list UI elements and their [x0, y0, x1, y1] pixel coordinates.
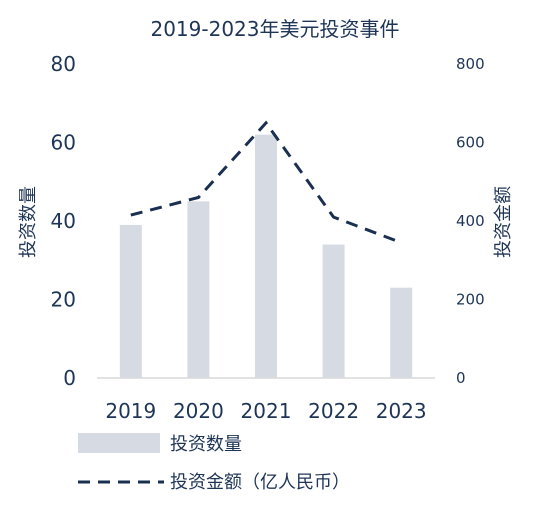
category-label: 2020: [173, 399, 224, 423]
left-tick-label: 80: [51, 52, 76, 76]
bar: [255, 134, 277, 378]
bar: [187, 201, 210, 378]
bar-series: [119, 134, 413, 378]
left-tick-label: 20: [51, 288, 76, 312]
category-labels: 2019 2020 2021 2022 2023: [105, 399, 426, 423]
line-series: [130, 120, 402, 245]
legend-line-label: 投资金额（亿人民币）: [170, 472, 350, 493]
bar: [119, 224, 142, 378]
right-tick-label: 400: [456, 212, 485, 230]
series-line: [130, 120, 402, 245]
left-axis-title: 投资数量: [18, 186, 39, 258]
legend-bar-label: 投资数量: [170, 434, 242, 455]
right-tick-label: 600: [456, 134, 485, 152]
right-axis-title: 投资金额: [493, 186, 514, 258]
right-tick-label: 800: [456, 55, 485, 73]
left-tick-label: 0: [63, 366, 76, 390]
category-label: 2019: [105, 399, 156, 423]
category-label: 2022: [308, 399, 359, 423]
left-tick-label: 40: [51, 209, 76, 233]
bar: [322, 244, 345, 378]
category-label: 2023: [376, 399, 427, 423]
chart-title: 2019-2023年美元投资事件: [150, 17, 399, 41]
right-tick-label: 200: [456, 291, 485, 309]
legend: 投资数量 投资金额（亿人民币）: [78, 433, 350, 493]
right-axis-ticks: 0 200 400 600 800: [456, 55, 485, 387]
legend-bar-swatch: [78, 433, 160, 453]
left-axis-ticks: 0 20 40 60 80: [51, 52, 76, 390]
right-tick-label: 0: [456, 369, 466, 387]
bar: [390, 287, 413, 378]
left-tick-label: 60: [51, 131, 76, 155]
category-label: 2021: [241, 399, 292, 423]
